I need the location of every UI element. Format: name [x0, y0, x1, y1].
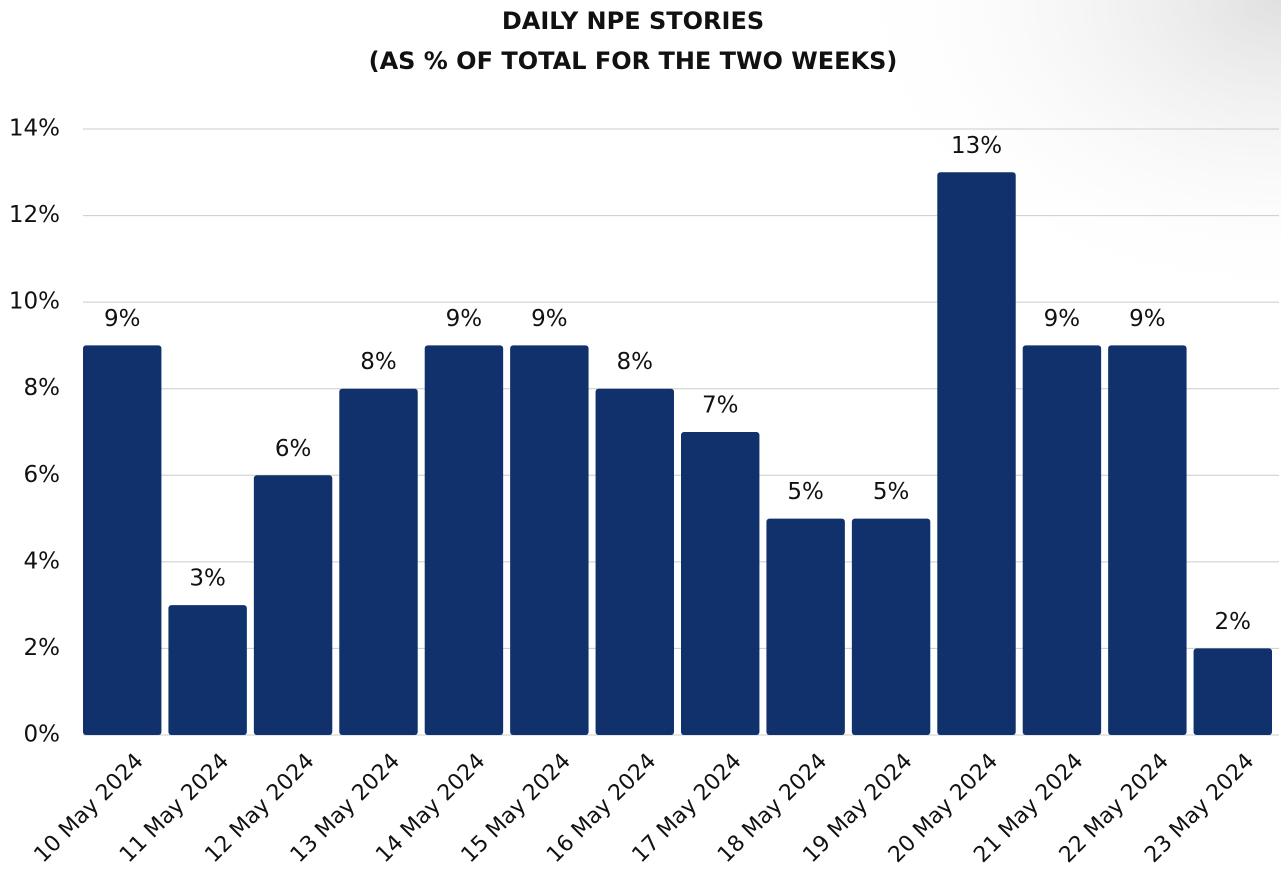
bar	[168, 605, 247, 735]
y-tick-label: 2%	[24, 635, 61, 661]
bar	[83, 345, 162, 735]
bar	[851, 518, 931, 735]
y-tick-label: 14%	[9, 116, 60, 142]
value-label: 9%	[104, 306, 141, 332]
bar	[595, 388, 674, 735]
value-label: 9%	[1129, 306, 1166, 332]
y-tick-label: 0%	[24, 722, 61, 748]
value-label: 13%	[951, 133, 1002, 159]
y-tick-label: 8%	[24, 375, 61, 401]
value-label: 3%	[189, 566, 226, 592]
value-label: 7%	[702, 393, 739, 419]
value-label: 8%	[617, 349, 654, 375]
bar	[424, 345, 504, 735]
bar	[937, 172, 1016, 736]
value-label: 9%	[446, 306, 483, 332]
y-tick-label: 10%	[9, 289, 60, 315]
bar	[766, 518, 845, 735]
bar	[253, 475, 333, 735]
y-tick-label: 4%	[24, 548, 61, 574]
bar	[1108, 345, 1187, 735]
bar	[1022, 345, 1102, 735]
bar	[510, 345, 589, 735]
bar	[339, 388, 418, 735]
value-label: 9%	[531, 306, 568, 332]
value-label: 2%	[1215, 609, 1252, 635]
bar	[1193, 648, 1272, 735]
chart-title: DAILY NPE STORIES	[502, 7, 764, 35]
y-tick-label: 6%	[24, 462, 61, 488]
y-tick-label: 12%	[9, 202, 60, 228]
value-label: 9%	[1044, 306, 1081, 332]
value-label: 8%	[360, 349, 397, 375]
value-label: 5%	[873, 479, 910, 505]
value-label: 6%	[275, 436, 312, 462]
chart-subtitle: (AS % OF TOTAL FOR THE TWO WEEKS)	[369, 47, 898, 75]
value-label: 5%	[787, 479, 824, 505]
bar	[681, 432, 760, 735]
